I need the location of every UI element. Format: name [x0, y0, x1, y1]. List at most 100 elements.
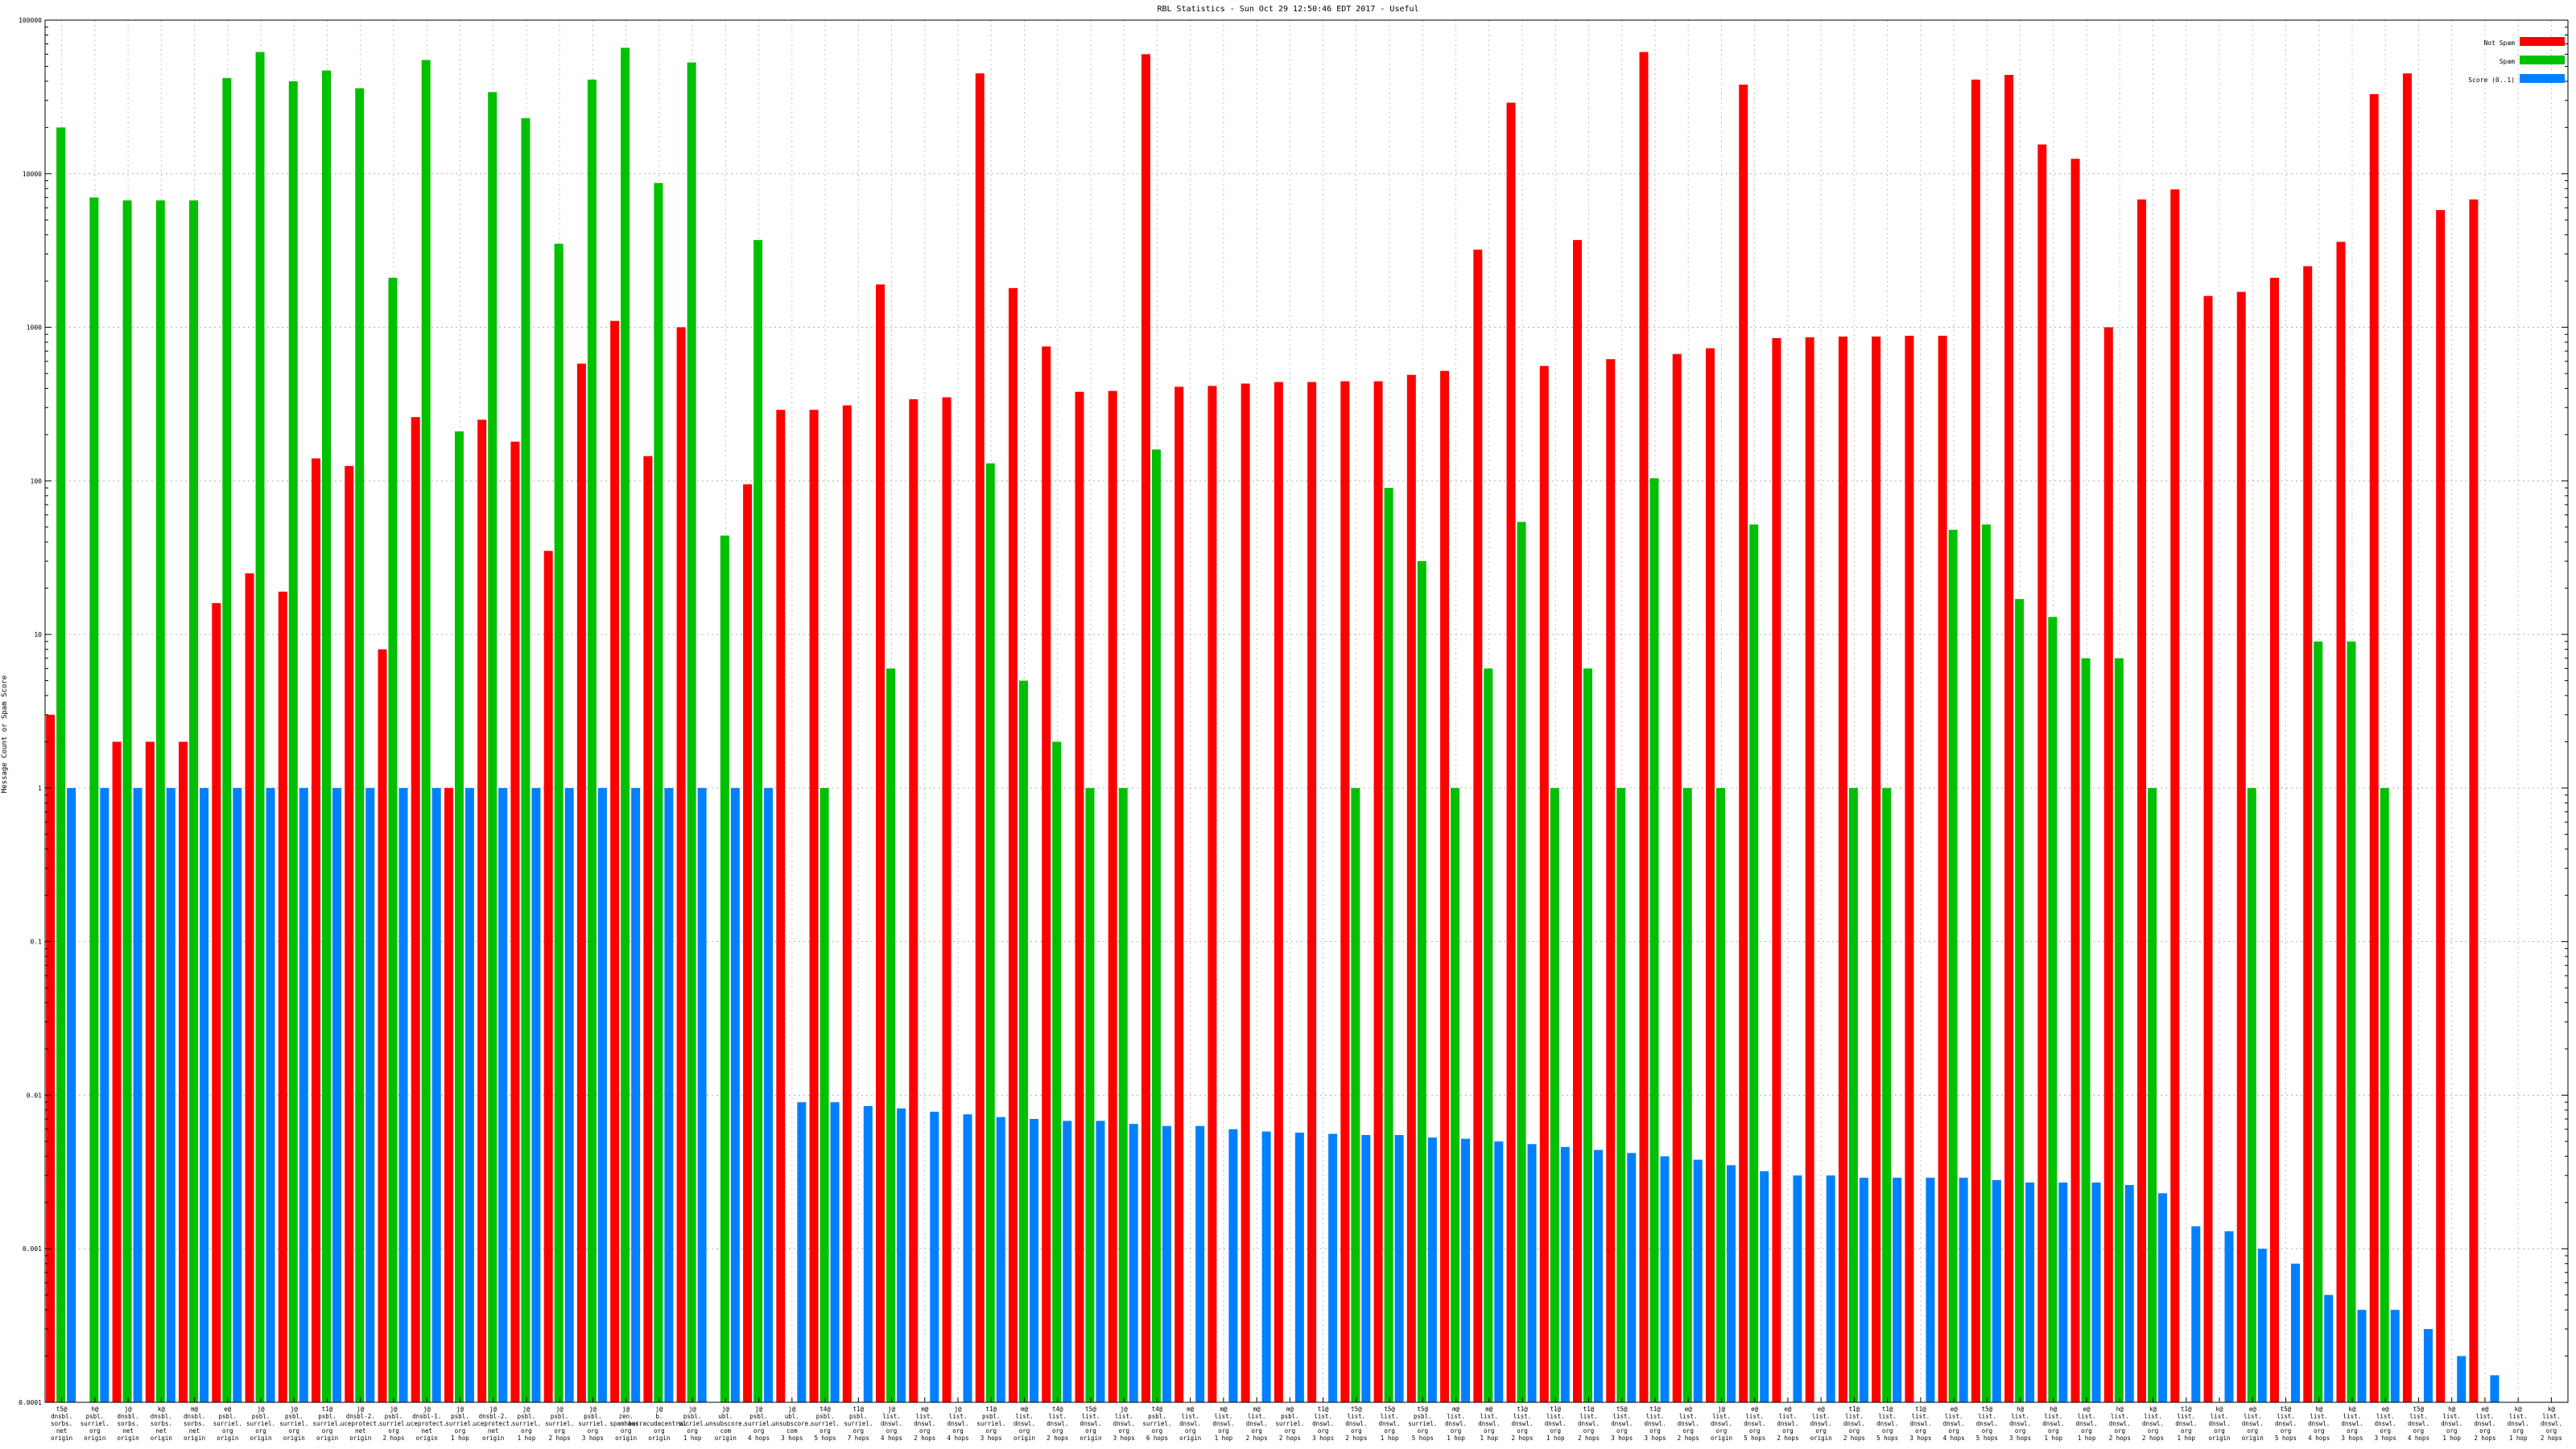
y-tick-label: 0.01 [27, 1092, 42, 1099]
bar-score-0-1 [1594, 1150, 1604, 1402]
bar-score-0-1 [2224, 1231, 2234, 1402]
bar-score-0-1 [166, 787, 175, 1402]
legend-swatch [2520, 74, 2565, 83]
category-label: j@ psbl. surriel. org 4 hops [745, 1406, 774, 1442]
category-label: j@ list. dnswl. org origin [1711, 1406, 1732, 1442]
bar-not-spam [1008, 287, 1018, 1402]
bar-score-0-1 [2158, 1193, 2168, 1402]
bar-score-0-1 [1195, 1125, 1205, 1402]
bar-spam [288, 80, 298, 1403]
category-label: t1@ list. dnswl. org 3 hops [1644, 1406, 1666, 1442]
category-label: t1@ list. dnswl. org 1 hop [1545, 1406, 1567, 1442]
bar-score-0-1 [1328, 1133, 1338, 1402]
bar-score-0-1 [1926, 1178, 1935, 1402]
category-label: e@ list. dnswl. org origin [2242, 1406, 2264, 1442]
bar-not-spam [112, 741, 122, 1402]
bar-spam [587, 79, 597, 1403]
bar-not-spam [378, 649, 387, 1402]
bar-score-0-1 [996, 1117, 1005, 1402]
bar-not-spam [179, 741, 188, 1402]
category-label: t5@ list. dnswl. org 5 hops [1976, 1406, 1998, 1442]
category-label: j@ list. dnswl. org 4 hops [881, 1406, 902, 1442]
y-tick-label: 10000 [23, 171, 42, 178]
y-ticks: 0.0001 0.001 0.01 0.1 1 10 100 1000 10000 100000 [19, 17, 2568, 1406]
category-label: t4@ psbl. surriel. org 6 hops [1142, 1406, 1171, 1442]
bar-score-0-1 [332, 787, 342, 1402]
bar-score-0-1 [200, 787, 209, 1402]
category-label: t1@ list. dnswl. org 1 hop [2175, 1406, 2197, 1442]
bar-score-0-1 [1494, 1141, 1504, 1402]
category-label: t5@ list. dnswl. org 3 hops [1611, 1406, 1633, 1442]
bar-not-spam [46, 714, 56, 1402]
bar-not-spam [2203, 295, 2213, 1402]
bar-score-0-1 [1859, 1178, 1868, 1402]
bar-not-spam [1307, 382, 1317, 1402]
bar-score-0-1 [863, 1105, 873, 1402]
category-label: t1@ list. dnswl. org 5 hops [1876, 1406, 1898, 1442]
category-label: j@ psbl. surriel. org 1 hop [445, 1406, 474, 1442]
bar-score-0-1 [100, 787, 109, 1402]
category-label: e@ list. dnswl. org 4 hops [1943, 1406, 1965, 1442]
category-label: k@ list. dnswl. org 2 hops [2541, 1406, 2562, 1442]
bar-score-0-1 [564, 787, 574, 1402]
bar-spam [1484, 668, 1493, 1402]
bar-spam [1018, 680, 1028, 1402]
category-label: t1@ psbl. surriel. org 3 hops [976, 1406, 1005, 1442]
bar-spam [720, 535, 729, 1402]
bar-not-spam [2236, 291, 2246, 1402]
bar-not-spam [345, 465, 354, 1403]
bar-score-0-1 [431, 787, 441, 1402]
bar-spam [621, 47, 630, 1403]
bar-not-spam [312, 458, 321, 1402]
bar-score-0-1 [930, 1112, 939, 1402]
bar-not-spam [1108, 390, 1117, 1403]
category-label: j@ ubl. unsubscore. com origin [706, 1406, 746, 1442]
bar-spam [886, 668, 896, 1402]
bar-spam [2148, 787, 2157, 1402]
bar-spam [1118, 787, 1128, 1402]
category-label: j@ b. barracudacentral. org origin [628, 1406, 690, 1442]
bar-score-0-1 [1029, 1118, 1038, 1402]
chart-title: RBL Statistics - Sun Oct 29 12:50:46 EDT… [1157, 5, 1418, 14]
category-label: k@ list. dnswl. org origin [2208, 1406, 2230, 1442]
category-label: k@ list. dnswl. org 3 hops [2341, 1406, 2363, 1442]
bar-score-0-1 [2257, 1249, 2267, 1402]
bar-spam [388, 278, 398, 1403]
category-label: j@ dnsbl. sorbs. net origin [118, 1406, 139, 1442]
legend-swatch [2520, 56, 2565, 64]
bar-not-spam [1672, 353, 1682, 1403]
category-label: t1@ list. dnswl. org 2 hops [1578, 1406, 1600, 1442]
bar-score-0-1 [1826, 1175, 1835, 1402]
bar-spam [753, 240, 763, 1403]
category-label: t4@ psbl. surriel. org 5 hops [811, 1406, 840, 1442]
bar-spam [1882, 787, 1892, 1402]
category-label: t5@ list. dnswl. org 4 hops [2408, 1406, 2429, 1442]
bar-not-spam [1406, 374, 1416, 1402]
bar-spam [985, 463, 995, 1402]
bar-score-0-1 [531, 787, 541, 1402]
y-tick-label: 1 [38, 785, 42, 792]
bar-score-0-1 [1726, 1165, 1736, 1402]
bar-spam [1749, 524, 1759, 1402]
bar-not-spam [2402, 73, 2412, 1403]
category-label: j@ psbl. surriel. org 1 hop [678, 1406, 707, 1442]
category-label: k@ dnsbl. sorbs. net origin [151, 1406, 172, 1442]
bar-score-0-1 [2423, 1328, 2433, 1402]
category-label: t1@ psbl. surriel. org origin [312, 1406, 341, 1442]
y-tick-label: 0.001 [23, 1245, 42, 1253]
bar-score-0-1 [597, 787, 607, 1402]
bar-spam [1417, 561, 1426, 1403]
bar-spam [1052, 741, 1062, 1402]
bar-score-0-1 [1261, 1131, 1271, 1402]
legend-swatch [2520, 37, 2565, 46]
bar-not-spam [245, 573, 254, 1402]
bar-score-0-1 [1793, 1175, 1802, 1402]
bar-spam [122, 200, 132, 1402]
bar-spam [421, 60, 431, 1402]
bar-not-spam [2137, 199, 2147, 1403]
bar-spam [2380, 787, 2389, 1402]
bar-not-spam [1539, 365, 1549, 1402]
bar-not-spam [444, 787, 453, 1402]
bar-spam [687, 62, 696, 1402]
bar-not-spam [1705, 348, 1715, 1403]
